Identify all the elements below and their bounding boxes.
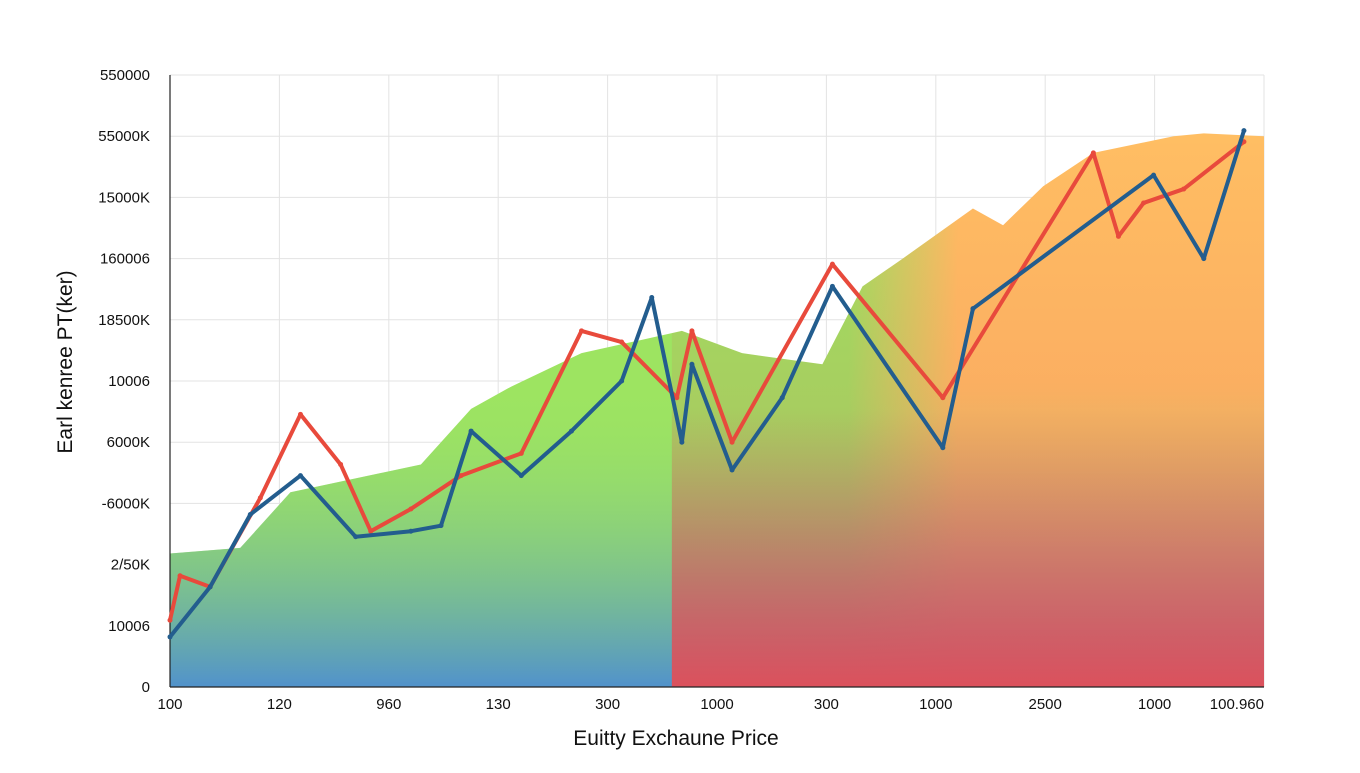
y-tick-label: -6000K: [102, 495, 150, 512]
blue-series-point: [408, 528, 414, 534]
y-tick-label: 0: [142, 679, 150, 696]
y-tick-label: 55000K: [98, 128, 150, 145]
blue-series-point: [167, 634, 173, 640]
red-series-point: [257, 495, 263, 501]
blue-series-point: [970, 306, 976, 312]
x-tick-label: 100: [157, 696, 182, 713]
red-series-point: [1115, 233, 1121, 239]
x-axis-title: Euitty Exchaune Price: [573, 727, 778, 750]
blue-series-point: [518, 473, 524, 479]
red-series-point: [579, 328, 585, 334]
x-tick-label: 2500: [1029, 696, 1062, 713]
red-series-point: [408, 506, 414, 512]
blue-series-point: [297, 473, 303, 479]
x-tick-label: 960: [376, 696, 401, 713]
blue-series-point: [468, 428, 474, 434]
red-series-point: [1141, 200, 1147, 206]
x-tick-label: 130: [486, 696, 511, 713]
red-series-point: [297, 411, 303, 417]
blue-series-point: [207, 584, 213, 590]
axes: [169, 75, 1264, 688]
blue-series-point: [779, 395, 785, 401]
x-tick-label: 1000: [919, 696, 952, 713]
series-layer: [167, 128, 1247, 640]
red-series-point: [167, 617, 173, 623]
blue-series-point: [1151, 172, 1157, 178]
y-tick-label: 550000: [100, 67, 150, 84]
x-tick-label: 300: [595, 696, 620, 713]
blue-series-point: [568, 428, 574, 434]
blue-series-point: [247, 512, 253, 518]
red-series-point: [940, 395, 946, 401]
x-tick-label: 1000: [1138, 696, 1171, 713]
y-tick-label: 10006: [108, 373, 150, 390]
blue-series-point: [1241, 128, 1247, 134]
red-series-point: [518, 450, 524, 456]
blue-series-point: [1201, 256, 1207, 262]
blue-series-point: [438, 523, 444, 529]
blue-series-line: [168, 128, 1246, 639]
blue-series-point: [649, 295, 655, 301]
x-tick-label: 120: [267, 696, 292, 713]
area-fill: [170, 133, 1264, 687]
red-series-point: [729, 439, 735, 445]
red-series-point: [689, 328, 695, 334]
red-series-point: [674, 395, 680, 401]
y-tick-label: 160006: [100, 251, 150, 268]
red-series-point: [368, 528, 374, 534]
blue-series-point: [679, 439, 685, 445]
red-series-point: [1090, 150, 1096, 156]
y-tick-label: 10006: [108, 618, 150, 635]
red-series-point: [458, 473, 464, 479]
x-tick-label: 300: [814, 696, 839, 713]
y-tick-labels: 0 10006 2/50K -6000K 6000K 10006 18500K 160006 1…: [98, 67, 150, 696]
red-series-point: [619, 339, 625, 345]
blue-series-point: [689, 361, 695, 367]
red-series-point: [338, 461, 344, 467]
red-series-point: [177, 573, 183, 579]
area-fill-red-shade: [671, 133, 1264, 687]
y-axis-title: Earl kenree PT(ker): [54, 270, 77, 453]
blue-series-point: [729, 467, 735, 473]
red-series-point: [1181, 186, 1187, 192]
blue-series-point: [829, 283, 835, 289]
x-tick-label: 1000: [700, 696, 733, 713]
blue-series-point: [619, 378, 625, 384]
y-tick-label: 18500K: [98, 312, 150, 329]
y-tick-label: 6000K: [107, 434, 150, 451]
y-tick-label: 2/50K: [111, 557, 150, 574]
x-tick-label: 100.960: [1210, 696, 1264, 713]
y-tick-label: 15000K: [98, 189, 150, 206]
red-series-line: [168, 139, 1246, 623]
red-series-point: [829, 261, 835, 267]
blue-series-point: [353, 534, 359, 540]
x-tick-labels: 100 120 960 130 300 1000 300 1000 2500 1000 100.96…: [157, 696, 1264, 713]
blue-series-point: [940, 445, 946, 451]
